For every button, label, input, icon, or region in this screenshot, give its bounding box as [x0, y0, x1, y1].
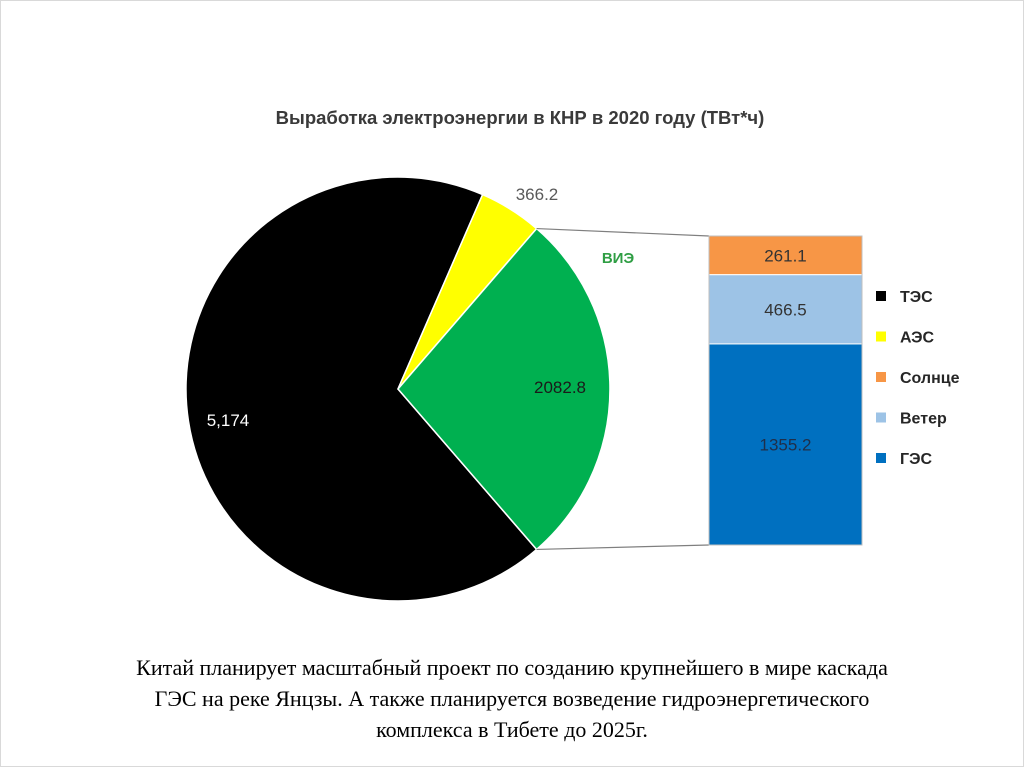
group-label: ВИЭ [602, 250, 635, 267]
pie-value-label-2: 366.2 [516, 185, 559, 204]
legend-swatch-2 [876, 331, 886, 342]
connector-top [536, 227, 710, 237]
chart-title: Выработка электроэнергии в КНР в 2020 го… [275, 107, 765, 128]
bar-value-label-1: 261.1 [764, 246, 807, 265]
pie-slice-1 [185, 176, 538, 602]
legend-label-2: АЭС [900, 330, 935, 347]
legend-label-1: ТЭС [900, 289, 933, 306]
bar-segment-2 [708, 274, 863, 345]
legend-swatch-3 [876, 372, 886, 382]
caption-line-1: Китай планирует масштабный проект по соз… [136, 655, 888, 680]
legend-label-5: ГЭС [900, 451, 932, 468]
legend-swatch-1 [876, 291, 886, 301]
legend-label-3: Солнце [900, 370, 960, 387]
pie-value-label-1: 5,174 [207, 411, 250, 430]
legend-label-4: Ветер [900, 411, 947, 428]
pie-slice-3 [397, 227, 611, 551]
caption-line-3: комплекса в Тибете до 2025г. [376, 717, 648, 742]
bar-segment-3 [708, 343, 863, 546]
bar-outline [708, 235, 863, 546]
bar-value-label-2: 466.5 [764, 300, 807, 319]
pie-value-label-3: 2082.8 [534, 378, 586, 397]
slide-caption: Китай планирует масштабный проект по соз… [16, 652, 1008, 745]
connector-bottom [536, 544, 710, 551]
legend-swatch-4 [876, 412, 886, 423]
caption-line-2: ГЭС на реке Янцзы. А также планируется в… [154, 686, 870, 711]
legend-swatch-5 [876, 453, 886, 463]
bar-value-label-3: 1355.2 [760, 435, 812, 454]
